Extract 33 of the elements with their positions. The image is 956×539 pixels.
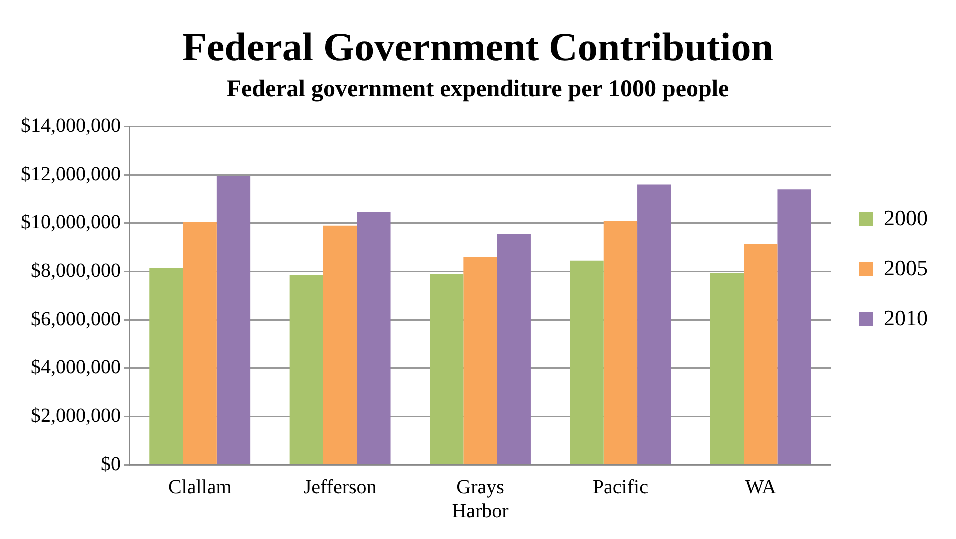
chart-title: Federal Government Contribution [182,24,774,70]
x-tick-label: Jefferson [304,476,377,498]
y-tick-label: $12,000,000 [21,163,121,186]
bar [150,268,184,464]
bar [778,190,812,464]
y-tick-label: $0 [101,453,121,476]
bar [744,244,778,464]
x-tick-label: Clallam [168,476,232,498]
bar [183,222,217,464]
legend-label: 2000 [884,205,928,230]
x-tick-label: Grays Harbor [452,476,510,522]
y-tick-label: $8,000,000 [31,260,121,282]
bar [290,275,324,464]
bar [497,234,531,464]
y-tick-label: $6,000,000 [31,308,121,330]
bar [357,212,391,464]
y-tick-label: $10,000,000 [21,212,121,234]
bar [430,274,464,464]
x-tick-label: WA [745,476,778,498]
bar [710,272,744,464]
bar [570,260,604,464]
bar [638,184,672,464]
chart-subtitle: Federal government expenditure per 1000 people [226,76,730,103]
x-tick-label: Pacific [592,476,649,498]
y-tick-label: $4,000,000 [31,356,121,379]
bar [464,257,498,464]
y-tick-label: $2,000,000 [31,404,121,427]
bar [604,221,638,464]
y-tick-label: $14,000,000 [21,115,121,138]
legend-label: 2005 [884,255,928,280]
bar [216,176,251,464]
bar [323,226,358,464]
legend-label: 2010 [884,305,928,330]
